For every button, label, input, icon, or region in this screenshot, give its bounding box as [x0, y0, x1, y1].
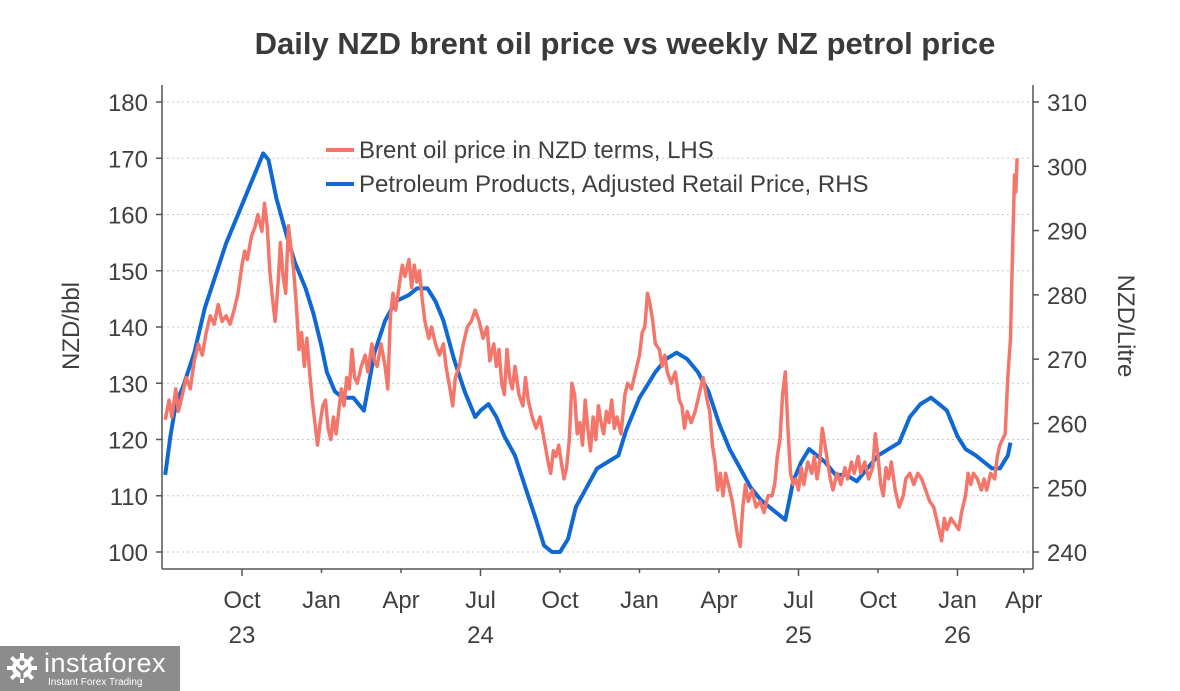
- series-lines: [163, 151, 1019, 554]
- logo-brand: instaforex: [44, 648, 167, 678]
- right-axis-label: NZD/Litre: [1112, 275, 1139, 378]
- left-tick-label: 150: [108, 259, 148, 286]
- x-tick-year-label: 26: [944, 622, 971, 649]
- left-tick-label: 160: [108, 203, 148, 230]
- right-tick-label: 250: [1047, 476, 1087, 503]
- x-tick-label: Apr: [700, 587, 737, 614]
- x-tick-label: Oct: [541, 587, 579, 614]
- right-tick-label: 280: [1047, 283, 1087, 310]
- left-tick-label: 120: [108, 428, 148, 455]
- left-tick-label: 140: [108, 315, 148, 342]
- left-tick-label: 100: [108, 540, 148, 567]
- gridlines: [162, 101, 1033, 553]
- x-tick-year-label: 24: [467, 622, 494, 649]
- gear-icon: [7, 653, 37, 683]
- chart-title: Daily NZD brent oil price vs weekly NZ p…: [255, 26, 996, 61]
- right-tick-label: 300: [1047, 154, 1087, 181]
- left-axis-label: NZD/bbl: [58, 282, 85, 370]
- legend-label-brent: Brent oil price in NZD terms, LHS: [359, 137, 714, 164]
- instaforex-logo: instaforex Instant Forex Trading: [0, 646, 180, 691]
- x-tick-label: Apr: [1005, 587, 1042, 614]
- x-tick-label: Jul: [465, 587, 496, 614]
- right-tick-label: 290: [1047, 219, 1087, 246]
- x-tick-label: Oct: [223, 587, 261, 614]
- left-tick-label: 180: [108, 90, 148, 117]
- x-tick-label: Jan: [302, 587, 341, 614]
- x-tick-label: Jan: [938, 587, 977, 614]
- x-tick-label: Jul: [783, 587, 814, 614]
- x-tick-year-label: 25: [785, 622, 812, 649]
- right-tick-label: 270: [1047, 347, 1087, 374]
- legend-label-petrol: Petroleum Products, Adjusted Retail Pric…: [359, 171, 869, 198]
- left-axis-ticks: 100 110 120 130 140 150 160 170 180: [108, 90, 162, 567]
- right-tick-label: 240: [1047, 540, 1087, 567]
- x-axis-ticks: Oct 23 Jan Apr Jul 24 Oct Jan Apr Jul 25 Oct Jan 26 Ap…: [223, 569, 1042, 649]
- series-line-brent: [163, 158, 1019, 549]
- legend: Brent oil price in NZD terms, LHS Petrol…: [326, 137, 869, 198]
- x-tick-label: Oct: [859, 587, 897, 614]
- x-tick-label: Apr: [382, 587, 419, 614]
- x-tick-year-label: 23: [229, 622, 256, 649]
- right-tick-label: 310: [1047, 90, 1087, 117]
- left-tick-label: 130: [108, 371, 148, 398]
- right-tick-label: 260: [1047, 411, 1087, 438]
- right-axis-ticks: 240 250 260 270 280 290 300 310: [1033, 90, 1087, 567]
- logo-tagline: Instant Forex Trading: [48, 677, 143, 688]
- left-tick-label: 110: [110, 484, 148, 511]
- left-tick-label: 170: [108, 146, 148, 173]
- x-tick-label: Jan: [620, 587, 659, 614]
